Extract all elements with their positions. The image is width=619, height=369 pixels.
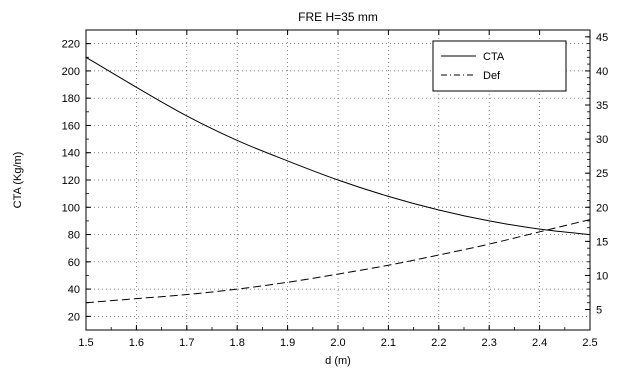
x-tick-label: 2.5 (582, 337, 597, 349)
legend-box (432, 40, 567, 92)
y-left-axis-label: CTA (Kg/m) (12, 152, 24, 209)
x-tick-label: 1.8 (230, 337, 245, 349)
x-tick-label: 1.9 (280, 337, 295, 349)
y-left-tick-label: 80 (68, 230, 80, 242)
y-left-tick-label: 60 (68, 257, 80, 269)
y-left-tick-label: 40 (68, 284, 80, 296)
y-right-tick-label: 25 (596, 168, 608, 180)
legend-label-def: Def (483, 70, 501, 82)
x-tick-label: 1.7 (179, 337, 194, 349)
x-tick-label: 1.5 (78, 337, 93, 349)
y-left-tick-label: 180 (62, 93, 80, 105)
x-axis-label: d (m) (325, 355, 351, 367)
y-left-tick-label: 200 (62, 66, 80, 78)
x-tick-label: 2.0 (330, 337, 345, 349)
y-left-tick-label: 160 (62, 120, 80, 132)
y-right-tick-label: 10 (596, 270, 608, 282)
chart-title: FRE H=35 mm (298, 10, 378, 24)
y-left-tick-label: 140 (62, 148, 80, 160)
x-tick-label: 2.3 (482, 337, 497, 349)
series-line-def (85, 219, 591, 304)
y-right-tick-label: 5 (596, 305, 602, 317)
y-right-tick-label: 20 (596, 202, 608, 214)
series-line-cta (85, 56, 591, 236)
y-right-tick-label: 15 (596, 236, 608, 248)
axes: 1.5 1.6 1.7 1.8 1.9 2.0 2.1 2.2 2.3 2.4 2.5 20 40 60 8… (62, 29, 608, 349)
x-tick-label: 2.2 (431, 337, 446, 349)
series-layer (85, 56, 591, 304)
y-left-tick-label: 100 (62, 202, 80, 214)
y-right-tick-label: 40 (596, 66, 608, 78)
legend-label-cta: CTA (483, 51, 505, 63)
y-left-tick-label: 20 (68, 311, 80, 323)
legend: CTA Def (432, 40, 567, 92)
y-right-tick-label: 45 (596, 32, 608, 44)
y-left-tick-label: 120 (62, 175, 80, 187)
y-right-tick-label: 30 (596, 134, 608, 146)
x-tick-label: 2.1 (381, 337, 396, 349)
y-left-tick-label: 220 (62, 39, 80, 51)
x-tick-label: 1.6 (129, 337, 144, 349)
y-right-tick-label: 35 (596, 100, 608, 112)
x-tick-label: 2.4 (532, 337, 547, 349)
